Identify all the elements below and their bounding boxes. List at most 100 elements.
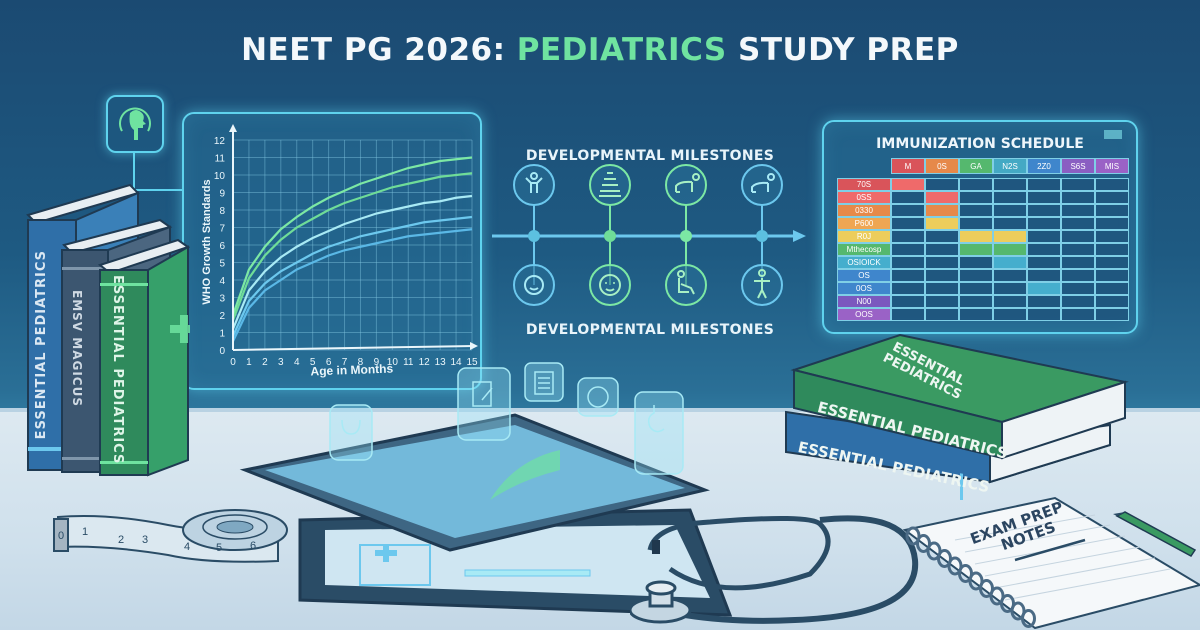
table-row-label: N00 — [837, 295, 891, 308]
table-cell — [1027, 178, 1061, 191]
table-cell — [1027, 243, 1061, 256]
table-cell — [925, 178, 959, 191]
table-cell — [1095, 295, 1129, 308]
title-suffix: STUDY PREP — [738, 32, 959, 68]
table-cell — [993, 217, 1027, 230]
table-cell — [1027, 308, 1061, 321]
head-profile-chip — [106, 95, 164, 153]
panel-corner-tab — [1104, 130, 1122, 139]
stethoscope — [630, 515, 919, 624]
table-cell — [1095, 230, 1129, 243]
table-cell — [1061, 204, 1095, 217]
table-cell — [1095, 217, 1129, 230]
table-cell — [993, 282, 1027, 295]
book-spine-title: ESSENTIAL PEDIATRICS — [110, 275, 125, 465]
svg-text:2: 2 — [118, 534, 124, 546]
table-cell — [993, 191, 1027, 204]
brain-icon — [577, 377, 619, 417]
table-cell — [959, 308, 993, 321]
table-cell — [959, 295, 993, 308]
table-cell — [993, 256, 1027, 269]
chart-ylabel: WHO Growth Standards — [201, 179, 213, 304]
table-column-header: M — [891, 158, 925, 174]
svg-text:9: 9 — [374, 357, 380, 368]
milestone-icons-bottom — [513, 264, 783, 306]
svg-text:2: 2 — [262, 357, 268, 368]
book-spine-title: EMSV MAGICUS — [70, 290, 84, 407]
svg-text:1: 1 — [219, 329, 225, 340]
table-cell — [1095, 178, 1129, 191]
book-top-green — [790, 333, 1129, 460]
table-cell — [1095, 191, 1129, 204]
table-cell — [993, 243, 1027, 256]
stomach-icon — [634, 391, 684, 475]
tablet-back — [298, 508, 733, 617]
svg-text:1: 1 — [246, 357, 252, 368]
svg-text:12: 12 — [214, 136, 226, 147]
notes-edit-icon — [457, 367, 511, 441]
table-cell — [993, 269, 1027, 282]
svg-text:4: 4 — [294, 357, 300, 368]
svg-text:0: 0 — [219, 346, 225, 357]
table-cell — [925, 282, 959, 295]
table-cell — [891, 243, 925, 256]
table-column-header: 0S — [925, 158, 959, 174]
svg-text:2: 2 — [219, 311, 225, 322]
table-cell — [1027, 282, 1061, 295]
table-cell — [993, 178, 1027, 191]
table-cell — [959, 282, 993, 295]
book-green — [97, 238, 190, 477]
connector-line — [133, 151, 135, 191]
table-cell — [1061, 269, 1095, 282]
notebook — [902, 496, 1200, 630]
table-cell — [959, 204, 993, 217]
table-row-label: P600 — [837, 217, 891, 230]
book-stack-right — [785, 333, 1129, 500]
table-cell — [993, 204, 1027, 217]
chart-xlabel: Age in Months — [310, 362, 393, 379]
chart-curves — [231, 156, 473, 342]
table-cell — [1027, 269, 1061, 282]
table-cell — [959, 243, 993, 256]
child-arms-up-icon — [513, 164, 555, 206]
svg-text:10: 10 — [387, 357, 399, 368]
tape-end-tab — [53, 518, 69, 552]
table-cell — [959, 256, 993, 269]
svg-text:5: 5 — [216, 542, 222, 554]
svg-text:13: 13 — [435, 357, 447, 368]
svg-text:8: 8 — [358, 357, 364, 368]
book-spine-title: ESSENTIAL PEDIATRICS — [34, 250, 49, 440]
crawling-baby-icon — [665, 164, 707, 206]
table-cell — [1061, 217, 1095, 230]
table-cell — [993, 230, 1027, 243]
table-cell — [891, 204, 925, 217]
table-cell — [1095, 256, 1129, 269]
spiral-binding — [905, 526, 1036, 628]
svg-text:4: 4 — [219, 276, 225, 287]
svg-text:6: 6 — [326, 357, 332, 368]
table-row-label: OOS — [837, 308, 891, 321]
table-cell — [1061, 230, 1095, 243]
svg-text:5: 5 — [310, 357, 316, 368]
svg-text:6: 6 — [250, 540, 256, 552]
table-column-header: MIS — [1095, 158, 1129, 174]
table-row-label: OSIOICK — [837, 256, 891, 269]
table-cell — [925, 230, 959, 243]
table-cell — [891, 191, 925, 204]
table-cell — [959, 269, 993, 282]
title-prefix: NEET PG 2026: — [241, 32, 506, 68]
svg-text:3: 3 — [278, 357, 284, 368]
table-column-header: 2Z0 — [1027, 158, 1061, 174]
table-cell — [925, 217, 959, 230]
table-cell — [1027, 295, 1061, 308]
table-cell — [1027, 204, 1061, 217]
svg-text:0: 0 — [58, 530, 64, 542]
table-cell — [1095, 269, 1129, 282]
baby-face-with-hands-icon — [513, 264, 555, 306]
table-cell — [1095, 243, 1129, 256]
table-cell — [1061, 243, 1095, 256]
svg-text:11: 11 — [215, 154, 226, 165]
table-cell — [1061, 295, 1095, 308]
table-row-label: 0SS — [837, 191, 891, 204]
